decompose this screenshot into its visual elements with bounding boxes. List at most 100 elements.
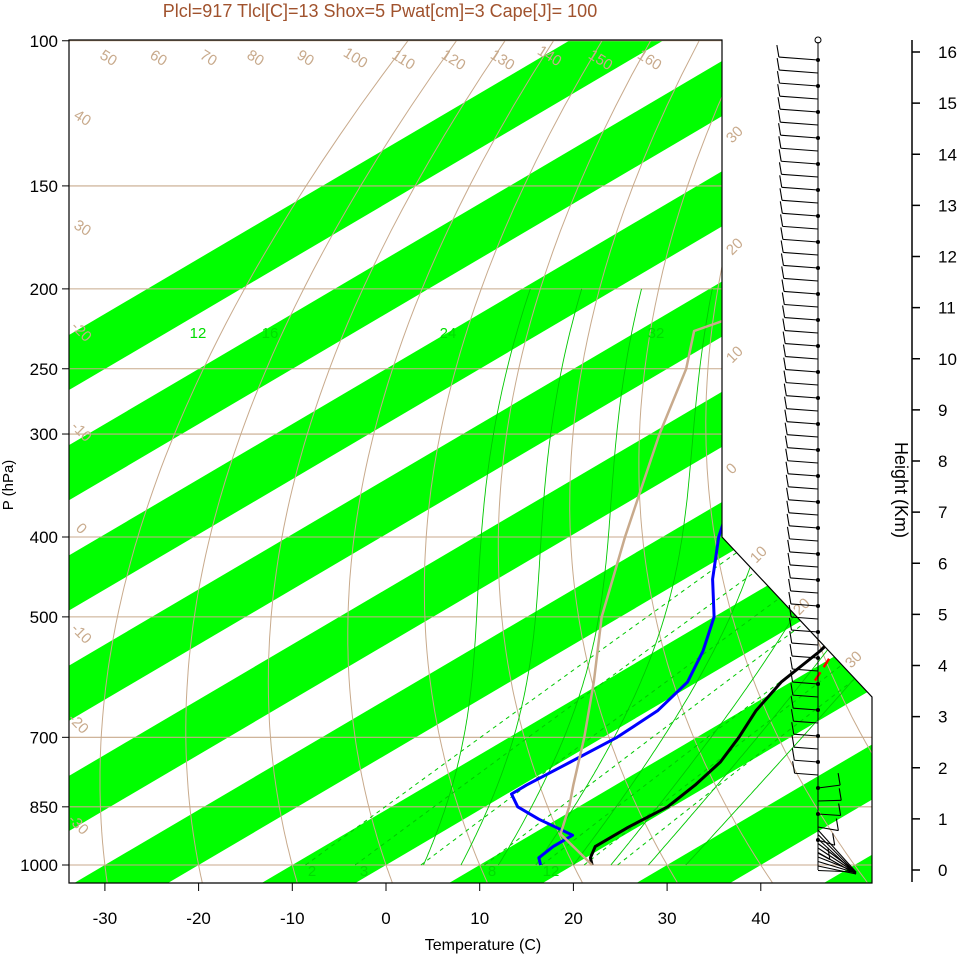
wind-barb <box>789 538 819 542</box>
wind-barb-flag <box>786 487 790 500</box>
grid-value-label: 130 <box>487 46 517 74</box>
wind-barb <box>794 772 819 776</box>
wind-barb <box>787 473 819 477</box>
wind-barb-flag <box>778 123 782 136</box>
wind-barb <box>817 826 839 832</box>
height-tick-label: 0 <box>938 861 947 880</box>
wind-level-dot <box>816 240 820 244</box>
moist-adiabat <box>460 288 583 866</box>
wind-level-dot <box>816 318 820 322</box>
wind-barb-flag <box>788 604 792 618</box>
pressure-tick-label: 300 <box>30 425 58 444</box>
grid-value-label: 70 <box>197 47 220 70</box>
wind-barb <box>792 681 819 685</box>
wind-level-dot <box>816 786 820 790</box>
wind-barb-flag <box>778 136 782 149</box>
wind-barb <box>778 56 819 61</box>
wind-barb-flag <box>784 396 788 409</box>
wind-level-dot <box>816 838 820 842</box>
temperature-tick-label: 20 <box>564 909 583 928</box>
pressure-axis-label: P (hPa) <box>0 460 17 511</box>
wind-barb <box>792 694 819 698</box>
wind-barb <box>786 421 819 425</box>
wind-barb <box>817 813 841 817</box>
dry-adiabat <box>423 40 603 883</box>
wind-barb-flag <box>790 696 794 709</box>
wind-barbs <box>776 36 857 875</box>
temperature-tick-label: -10 <box>280 909 305 928</box>
wind-barb <box>781 186 819 191</box>
wind-barb <box>784 329 819 334</box>
pressure-tick-label: 1000 <box>20 856 58 875</box>
temperature-axis: -30 -20 -10 0 10 20 30 40 <box>93 883 770 928</box>
wind-barb <box>817 869 857 873</box>
wind-barb <box>817 860 857 874</box>
wind-barb-flag <box>791 748 795 761</box>
mixing-ratio-label: 32 <box>648 325 665 342</box>
wind-level-dot <box>816 188 820 192</box>
mixing-ratio-label: 2 <box>308 863 316 880</box>
wind-barb-flag <box>784 409 788 422</box>
temperature-axis-label: Temperature (C) <box>425 937 541 954</box>
plot-area <box>69 40 872 883</box>
wind-barb <box>790 590 819 594</box>
wind-barb-flag <box>791 735 795 748</box>
wind-level-dot <box>816 370 820 374</box>
wind-barb-flag <box>835 818 839 831</box>
wind-barb <box>787 460 819 464</box>
wind-level-dot <box>816 344 820 348</box>
wind-barb <box>817 829 857 873</box>
wind-barb-flag <box>792 761 796 774</box>
wind-barb <box>781 173 819 178</box>
grid-value-label: 100 <box>340 44 370 72</box>
wind-level-dot <box>816 266 820 270</box>
grid-value-label: 20 <box>723 235 747 259</box>
height-tick-label: 15 <box>938 94 957 113</box>
mixing-ratio-line <box>305 536 759 866</box>
wind-barb <box>785 382 819 386</box>
isotherm-bands <box>69 40 872 883</box>
wind-barb <box>788 512 819 516</box>
wind-level-dot <box>816 604 820 608</box>
wind-barb-flag <box>778 162 782 175</box>
wind-barb-flag <box>780 253 784 266</box>
wind-barb-flag <box>827 847 831 860</box>
height-tick-label: 9 <box>938 401 947 420</box>
grid-value-label: 30 <box>723 123 747 147</box>
wind-barb-flag <box>789 656 793 670</box>
wind-barb-flag <box>786 513 790 526</box>
wind-barb-flag <box>838 788 842 801</box>
wind-level-dot <box>816 474 820 478</box>
wind-barb-flag <box>789 630 793 644</box>
wind-barb <box>789 564 819 568</box>
grid-value-label: 120 <box>438 46 468 74</box>
grid-value-label: 110 <box>389 47 418 74</box>
mixing-ratio-label: 16 <box>262 325 279 342</box>
height-tick-label: 2 <box>938 759 947 778</box>
wind-barb-flag <box>776 44 780 58</box>
grid-value-label: 10 <box>723 343 747 367</box>
wind-barb <box>791 642 819 646</box>
wind-barb-flag <box>777 84 781 97</box>
lcl-segment-trace <box>812 594 871 683</box>
isotherm-band <box>69 40 665 883</box>
wind-barb-flag <box>783 383 787 396</box>
pressure-tick-label: 500 <box>30 608 58 627</box>
wind-barb <box>783 251 819 256</box>
grid-value-label: 40 <box>71 107 94 130</box>
dry-adiabat <box>347 40 554 883</box>
wind-level-dot <box>816 396 820 400</box>
wind-barb <box>784 303 819 308</box>
wind-barb <box>817 856 857 873</box>
dry-adiabat <box>267 40 506 883</box>
wind-barb <box>782 225 819 230</box>
wind-barb <box>790 603 819 607</box>
moist-adiabat <box>535 288 713 866</box>
wind-level-dot <box>816 162 820 166</box>
wind-barb <box>793 733 819 737</box>
wind-barb-flag <box>790 670 794 683</box>
pressure-tick-label: 850 <box>30 798 58 817</box>
grid-value-label: 90 <box>294 47 317 70</box>
wind-barb <box>785 369 819 373</box>
plot-frame <box>68 39 873 884</box>
